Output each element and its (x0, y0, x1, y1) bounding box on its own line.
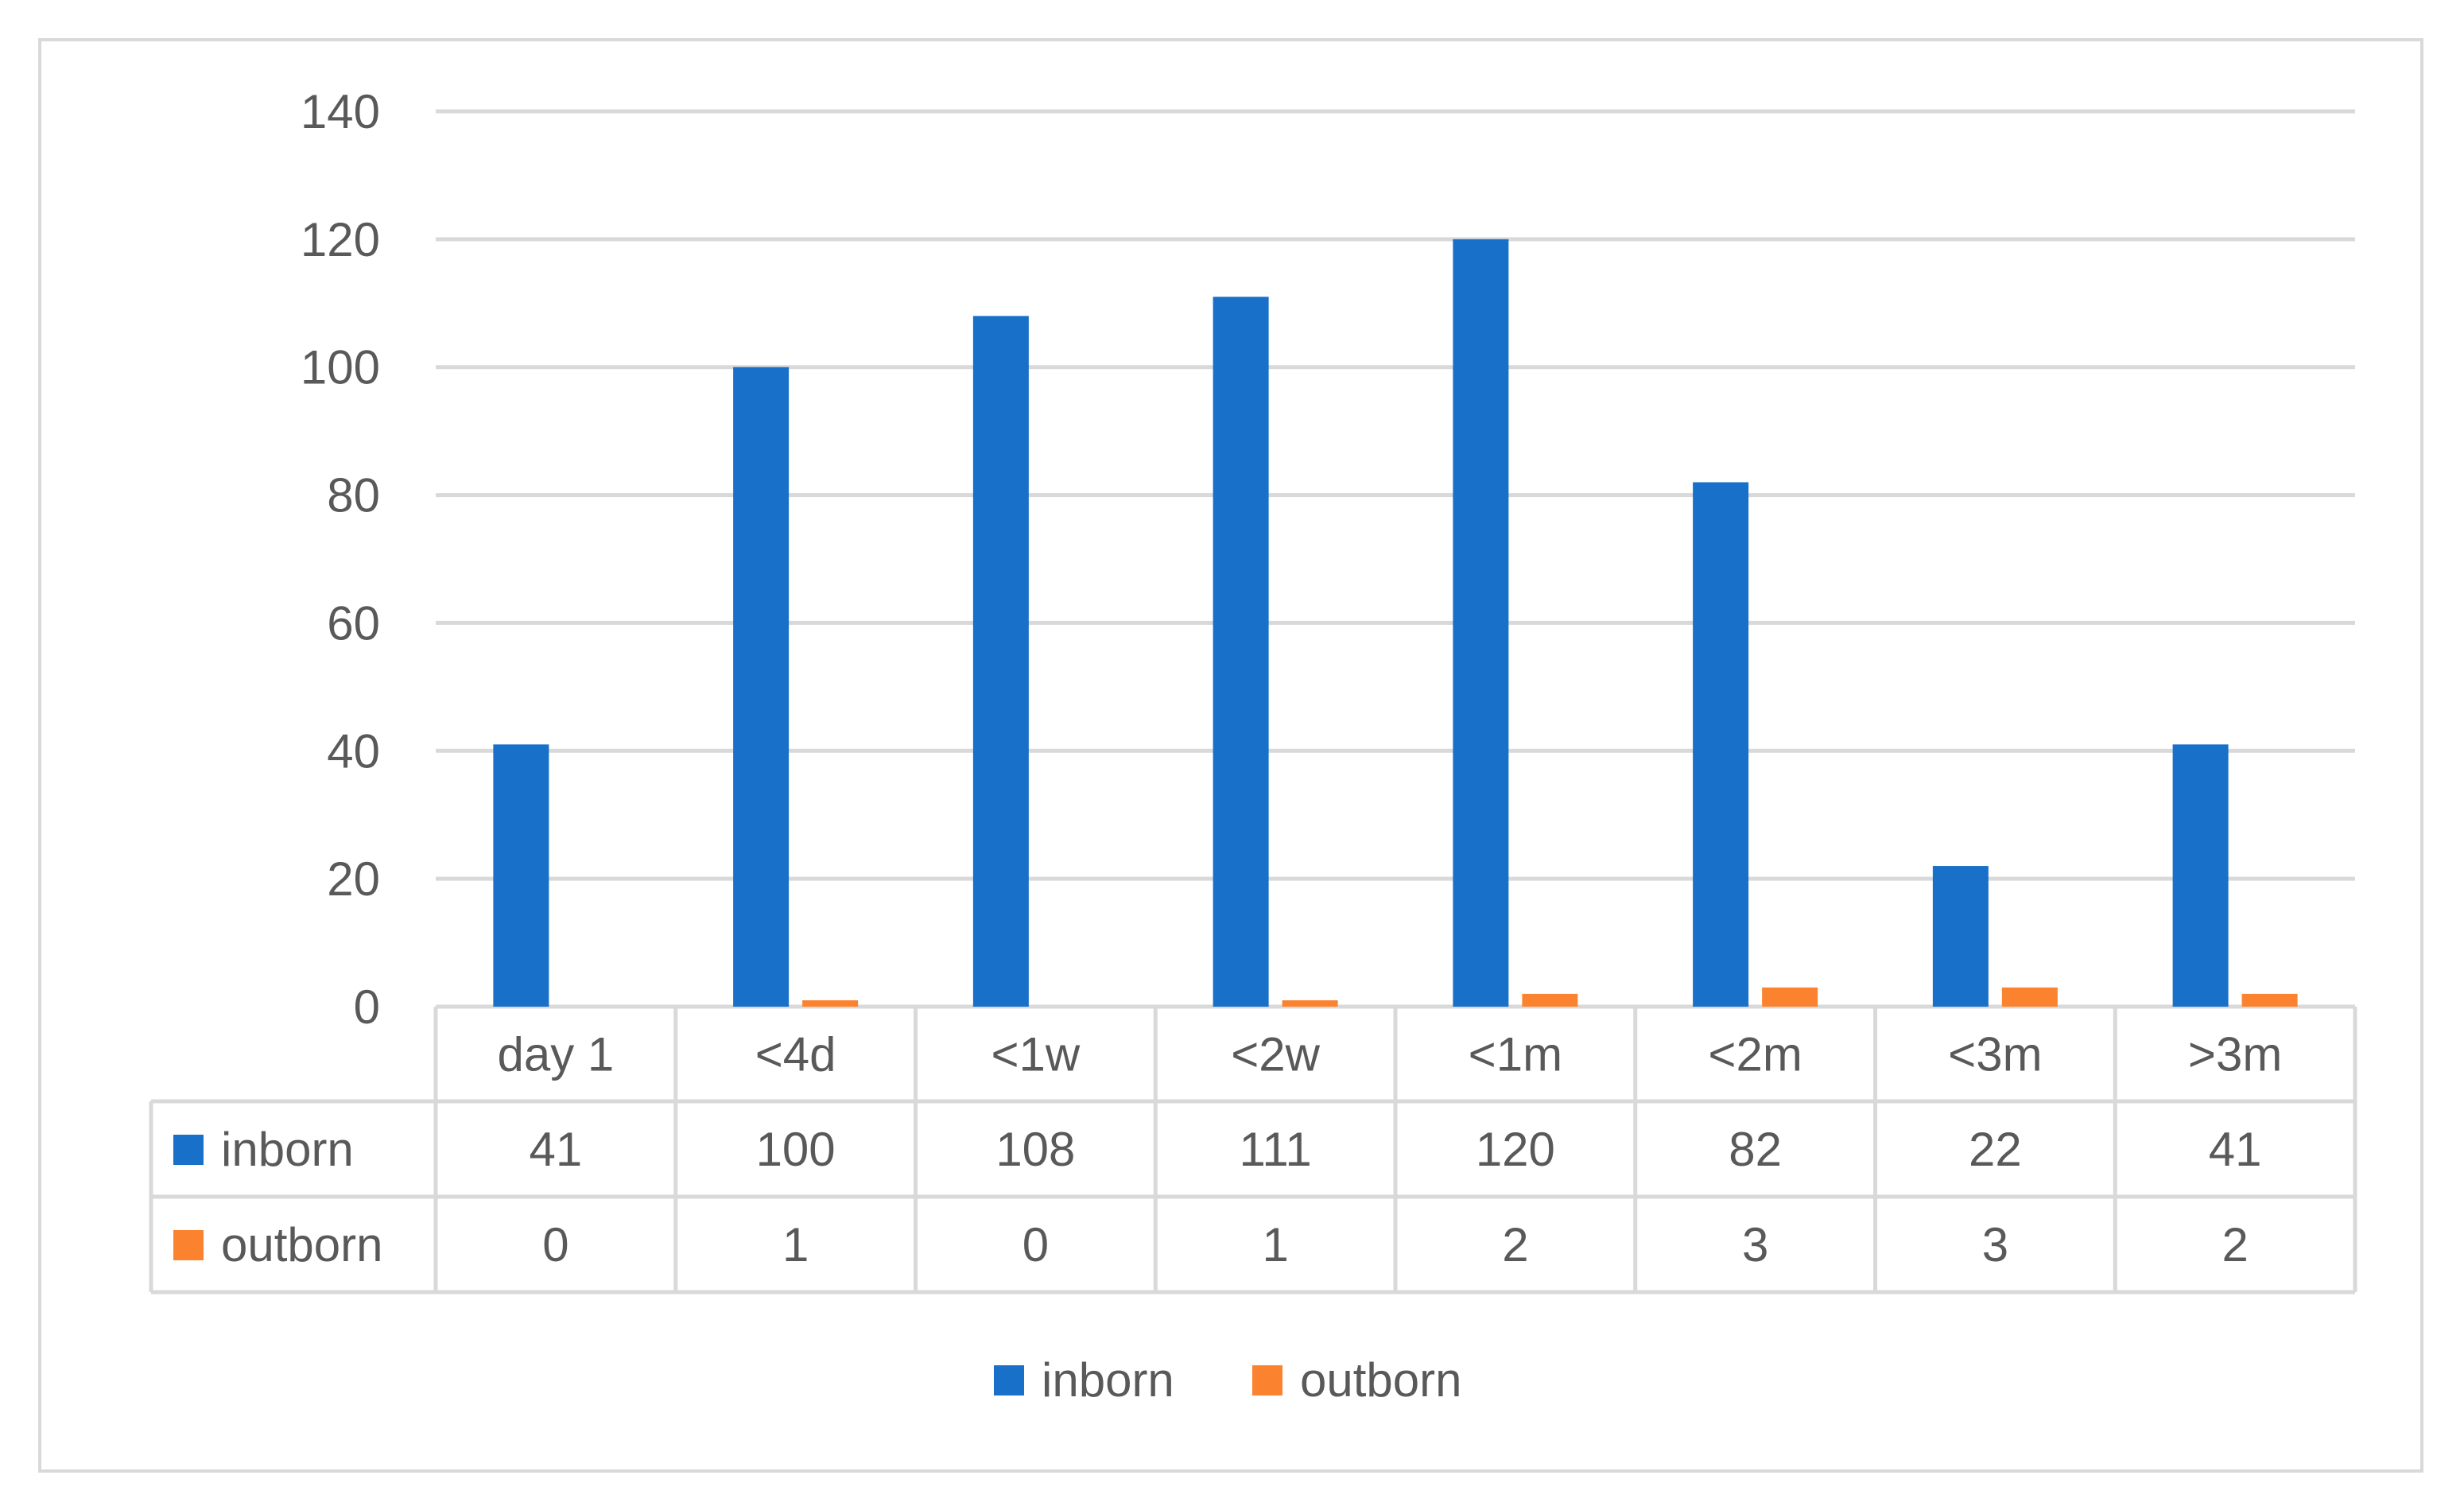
bar-inborn (1213, 297, 1269, 1007)
data-label-outborn: 2 (2221, 1218, 2248, 1271)
bar-inborn (733, 367, 790, 1007)
bar-outborn (1282, 1000, 1338, 1007)
bar-inborn (1932, 866, 1989, 1007)
bar-outborn (802, 1000, 859, 1007)
x-tick-label: <3m (1948, 1028, 2042, 1081)
legend-label-inborn: inborn (1042, 1353, 1174, 1407)
data-label-outborn: 1 (1262, 1218, 1288, 1271)
y-tick-label: 40 (327, 724, 380, 778)
x-tick-label: <2w (1231, 1028, 1320, 1081)
data-label-inborn: 108 (995, 1123, 1075, 1176)
table-series-swatch (173, 1230, 204, 1260)
table-series-label: outborn (221, 1218, 383, 1271)
y-tick-label: 100 (301, 341, 380, 394)
table-series-label: inborn (221, 1123, 354, 1176)
x-tick-label: <1w (991, 1028, 1081, 1081)
gridlines (436, 109, 2355, 1009)
y-axis-ticks: 0 20 40 60 80 100 120 140 (301, 85, 380, 1034)
bars (493, 239, 2298, 1007)
data-label-outborn: 3 (1982, 1218, 2008, 1271)
data-label-inborn: 41 (530, 1123, 583, 1176)
x-tick-label: <4d (755, 1028, 836, 1081)
data-label-inborn: 22 (1969, 1123, 2022, 1176)
y-tick-label: 140 (301, 85, 380, 138)
bar-outborn (1522, 993, 1578, 1007)
data-label-inborn: 100 (756, 1123, 836, 1176)
y-tick-label: 80 (327, 469, 380, 522)
bar-inborn (493, 744, 549, 1007)
bar-outborn (1762, 987, 1818, 1007)
bar-inborn (972, 316, 1029, 1007)
bar-inborn (1693, 482, 1749, 1007)
x-tick-label: >3m (2188, 1028, 2282, 1081)
bar-inborn (2172, 744, 2229, 1007)
bar-outborn (2241, 993, 2298, 1007)
data-label-inborn: 41 (2209, 1123, 2262, 1176)
data-label-outborn: 3 (1742, 1218, 1768, 1271)
legend: inborn outborn (994, 1353, 1462, 1407)
y-tick-label: 120 (301, 213, 380, 266)
y-tick-label: 60 (327, 596, 380, 650)
data-label-inborn: 82 (1729, 1123, 1782, 1176)
legend-swatch-outborn (1252, 1365, 1282, 1395)
bar-outborn (2001, 987, 2058, 1007)
data-label-outborn: 0 (542, 1218, 568, 1271)
data-label-outborn: 0 (1022, 1218, 1049, 1271)
x-tick-label: day 1 (497, 1028, 614, 1081)
data-label-outborn: 1 (782, 1218, 809, 1271)
table-series-swatch (173, 1135, 204, 1165)
data-label-outborn: 2 (1502, 1218, 1528, 1271)
x-tick-label: <2m (1708, 1028, 1802, 1081)
y-tick-label: 0 (354, 980, 380, 1034)
legend-swatch-inborn (994, 1365, 1024, 1395)
y-tick-label: 20 (327, 852, 380, 906)
data-label-inborn: 111 (1240, 1123, 1312, 1176)
legend-label-outborn: outborn (1300, 1353, 1462, 1407)
data-label-inborn: 120 (1476, 1123, 1555, 1176)
x-tick-label: <1m (1469, 1028, 1562, 1081)
bar-inborn (1453, 239, 1509, 1007)
